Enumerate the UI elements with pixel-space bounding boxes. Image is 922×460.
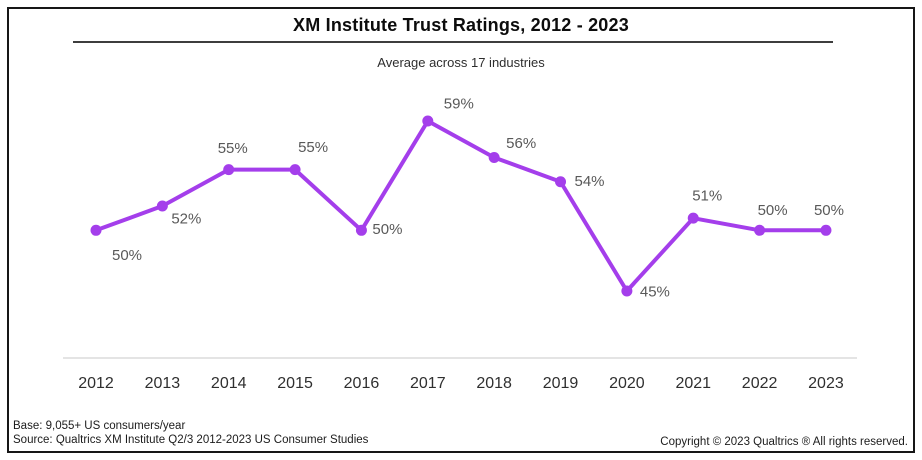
data-point-2020[interactable] bbox=[621, 285, 633, 297]
x-tick-2023: 2023 bbox=[808, 375, 844, 392]
x-tick-2014: 2014 bbox=[211, 375, 247, 392]
data-point-2022[interactable] bbox=[754, 224, 766, 236]
data-point-2016[interactable] bbox=[355, 224, 367, 236]
x-tick-2022: 2022 bbox=[742, 375, 778, 392]
x-tick-2016: 2016 bbox=[344, 375, 380, 392]
data-label-2022: 50% bbox=[758, 202, 788, 219]
data-label-2018: 56% bbox=[506, 135, 536, 152]
footer-source-block: Base: 9,055+ US consumers/year Source: Q… bbox=[13, 419, 368, 448]
footer-base-note: Base: 9,055+ US consumers/year bbox=[13, 419, 186, 432]
footer-copyright: Copyright © 2023 Qualtrics ® All rights … bbox=[660, 436, 908, 448]
x-tick-2015: 2015 bbox=[277, 375, 313, 392]
data-label-2013: 52% bbox=[171, 211, 201, 228]
data-point-2013[interactable] bbox=[156, 200, 168, 212]
data-point-2018[interactable] bbox=[488, 151, 500, 163]
data-label-2014: 55% bbox=[218, 140, 248, 157]
data-point-2017[interactable] bbox=[422, 115, 434, 127]
data-label-2019: 54% bbox=[575, 173, 605, 190]
x-tick-2013: 2013 bbox=[145, 375, 181, 392]
data-label-2012: 50% bbox=[112, 247, 142, 264]
x-tick-2017: 2017 bbox=[410, 375, 446, 392]
x-tick-2018: 2018 bbox=[476, 375, 512, 392]
data-point-2014[interactable] bbox=[223, 164, 235, 176]
data-label-2017: 59% bbox=[444, 96, 474, 113]
data-label-2016: 50% bbox=[372, 221, 402, 238]
x-tick-2021: 2021 bbox=[675, 375, 711, 392]
data-label-2023: 50% bbox=[814, 202, 844, 219]
chart-title: XM Institute Trust Ratings, 2012 - 2023 bbox=[293, 15, 629, 35]
chart-subtitle: Average across 17 industries bbox=[377, 55, 545, 70]
data-point-2012[interactable] bbox=[90, 224, 102, 236]
data-label-2015: 55% bbox=[298, 139, 328, 156]
data-point-2023[interactable] bbox=[820, 224, 832, 236]
trust-ratings-line bbox=[94, 119, 828, 293]
data-point-2021[interactable] bbox=[687, 212, 699, 224]
data-point-2019[interactable] bbox=[555, 176, 567, 188]
data-label-2020: 45% bbox=[640, 284, 670, 301]
x-tick-2020: 2020 bbox=[609, 375, 645, 392]
footer-source-note: Source: Qualtrics XM Institute Q2/3 2012… bbox=[13, 434, 369, 447]
data-label-2021: 51% bbox=[692, 188, 722, 205]
title-divider bbox=[73, 41, 833, 43]
x-tick-2012: 2012 bbox=[78, 375, 114, 392]
x-tick-2019: 2019 bbox=[543, 375, 579, 392]
data-point-2015[interactable] bbox=[289, 164, 301, 176]
